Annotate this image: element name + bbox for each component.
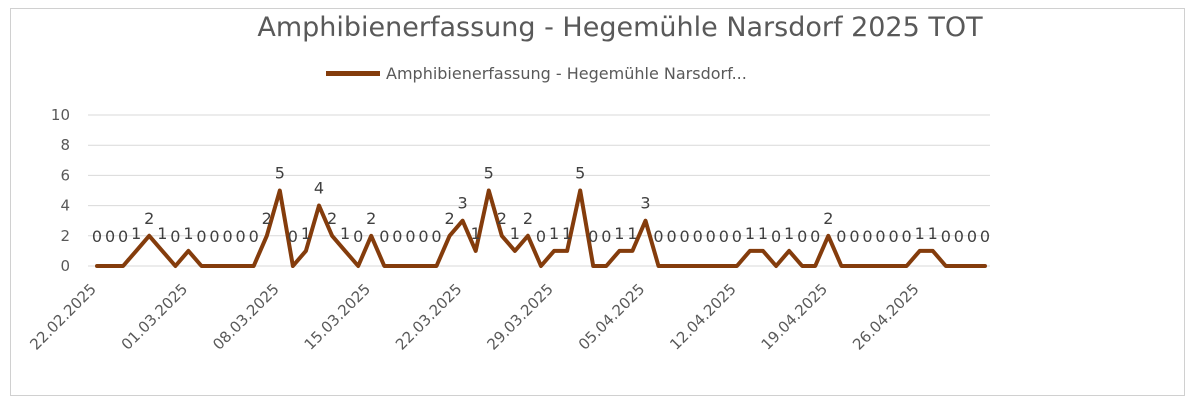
data-label: 1 <box>928 224 938 243</box>
data-label: 1 <box>549 224 559 243</box>
data-label: 0 <box>588 227 598 246</box>
data-label: 0 <box>732 227 742 246</box>
data-label: 0 <box>379 227 389 246</box>
x-tick-label: 22.03.2025 <box>392 280 465 353</box>
data-label: 1 <box>301 224 311 243</box>
data-label: 5 <box>484 164 494 183</box>
data-label: 3 <box>458 194 468 213</box>
data-label: 2 <box>444 209 454 228</box>
legend-label: Amphibienerfassung - Hegemühle Narsdorf.… <box>386 63 747 83</box>
data-label: 1 <box>627 224 637 243</box>
data-label: 0 <box>797 227 807 246</box>
data-label: 2 <box>497 209 507 228</box>
data-label: 0 <box>209 227 219 246</box>
data-label: 2 <box>144 209 154 228</box>
data-label: 0 <box>222 227 232 246</box>
x-tick-label: 05.04.2025 <box>575 280 648 353</box>
data-label: 0 <box>418 227 428 246</box>
data-label: 0 <box>288 227 298 246</box>
data-label: 0 <box>888 227 898 246</box>
data-label: 1 <box>131 224 141 243</box>
data-label: 0 <box>405 227 415 246</box>
data-label: 0 <box>693 227 703 246</box>
data-label: 0 <box>836 227 846 246</box>
data-label: 0 <box>236 227 246 246</box>
y-tick-label: 8 <box>60 136 70 154</box>
data-label: 1 <box>758 224 768 243</box>
data-label: 0 <box>118 227 128 246</box>
data-label: 0 <box>902 227 912 246</box>
data-label: 0 <box>771 227 781 246</box>
y-tick-label: 0 <box>60 257 70 275</box>
data-label: 1 <box>183 224 193 243</box>
y-tick-label: 6 <box>60 166 70 184</box>
data-label: 0 <box>967 227 977 246</box>
data-label: 0 <box>601 227 611 246</box>
data-label: 1 <box>157 224 167 243</box>
chart-title: Amphibienerfassung - Hegemühle Narsdorf … <box>257 12 983 43</box>
data-label: 1 <box>784 224 794 243</box>
data-label: 1 <box>745 224 755 243</box>
data-label: 0 <box>680 227 690 246</box>
data-label: 0 <box>353 227 363 246</box>
x-tick-label: 15.03.2025 <box>301 280 374 353</box>
data-label: 0 <box>653 227 663 246</box>
series-line <box>95 188 987 268</box>
x-tick-label: 08.03.2025 <box>209 280 282 353</box>
data-label: 0 <box>105 227 115 246</box>
data-label: 0 <box>862 227 872 246</box>
y-tick-label: 10 <box>51 106 70 124</box>
data-label: 0 <box>170 227 180 246</box>
data-label: 1 <box>614 224 624 243</box>
data-label: 0 <box>431 227 441 246</box>
chart-frame <box>10 8 1185 396</box>
data-label: 0 <box>980 227 990 246</box>
data-label: 0 <box>849 227 859 246</box>
data-label: 0 <box>706 227 716 246</box>
data-label: 0 <box>249 227 259 246</box>
legend: Amphibienerfassung - Hegemühle Narsdorf.… <box>326 60 747 86</box>
data-label: 5 <box>575 164 585 183</box>
data-label: 0 <box>941 227 951 246</box>
x-tick-label: 29.03.2025 <box>483 280 556 353</box>
data-label: 0 <box>954 227 964 246</box>
data-label: 1 <box>340 224 350 243</box>
data-label: 2 <box>327 209 337 228</box>
data-label: 1 <box>510 224 520 243</box>
data-label: 0 <box>810 227 820 246</box>
data-label: 2 <box>262 209 272 228</box>
data-label: 0 <box>875 227 885 246</box>
data-label: 0 <box>666 227 676 246</box>
data-label: 0 <box>392 227 402 246</box>
data-label: 2 <box>523 209 533 228</box>
data-label: 2 <box>366 209 376 228</box>
data-label: 0 <box>719 227 729 246</box>
data-label: 5 <box>275 164 285 183</box>
data-label: 1 <box>915 224 925 243</box>
x-tick-label: 12.04.2025 <box>666 280 739 353</box>
data-label: 0 <box>196 227 206 246</box>
y-tick-label: 4 <box>60 197 70 215</box>
data-label: 0 <box>92 227 102 246</box>
x-tick-label: 26.04.2025 <box>849 280 922 353</box>
legend-line-swatch <box>326 70 380 76</box>
data-label: 3 <box>640 194 650 213</box>
data-label: 1 <box>471 224 481 243</box>
data-label: 1 <box>562 224 572 243</box>
x-tick-label: 01.03.2025 <box>118 280 191 353</box>
y-tick-label: 2 <box>60 227 70 245</box>
data-label: 0 <box>536 227 546 246</box>
data-label: 4 <box>314 179 324 198</box>
x-tick-label: 22.02.2025 <box>26 280 99 353</box>
x-tick-label: 19.04.2025 <box>758 280 831 353</box>
data-label: 2 <box>823 209 833 228</box>
